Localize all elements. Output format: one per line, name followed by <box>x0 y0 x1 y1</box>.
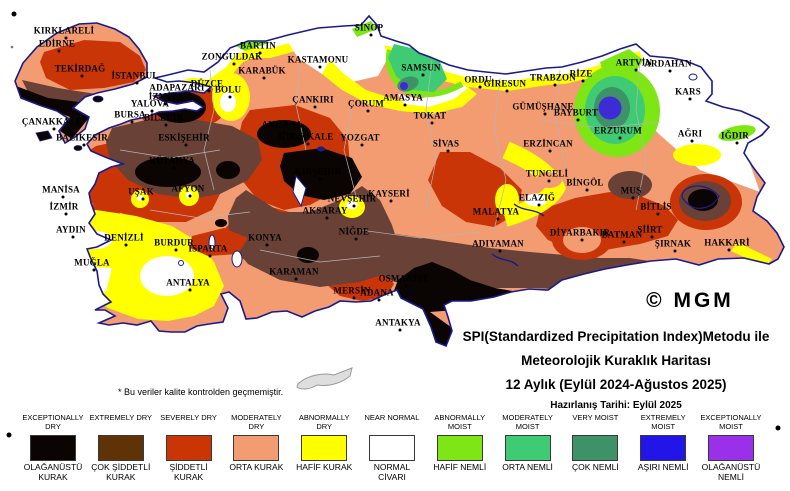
stray-dot <box>775 425 781 431</box>
legend-label-tr: AŞIRI NEMLİ <box>637 462 689 472</box>
cyprus-island <box>296 367 353 390</box>
legend-item: ABNORMALLY MOIST HAFİF NEMLİ <box>427 413 493 491</box>
legend-label-en: EXCEPTIONALLY MOIST <box>700 413 762 432</box>
legend-swatch <box>436 435 483 461</box>
legend-label-tr: ORTA NEMLİ <box>502 462 553 472</box>
legend-label-tr: HAFİF KURAK <box>296 462 353 472</box>
legend-label-en: MODERATELY MOIST <box>502 413 553 432</box>
copyright-mgm: © MGM <box>646 289 734 312</box>
legend-swatch <box>165 435 212 461</box>
legend-label-en: SEVERELY DRY <box>160 413 217 422</box>
map-prepared-date: Hazırlanış Tarihi: Eylül 2025 <box>550 400 682 411</box>
legend-label-en: ABNORMALLY MOIST <box>434 413 486 432</box>
legend-label-tr: OLAĞANÜSTÜ KURAK <box>23 462 83 482</box>
legend-label-tr: HAFİF NEMLİ <box>433 462 487 472</box>
legend-swatch <box>572 435 619 461</box>
legend-item: ABNORMALLY DRY HAFİF KURAK <box>291 413 357 491</box>
drought-legend: EXCEPTIONALLY DRY OLAĞANÜSTÜ KURAK EXTREME… <box>0 411 790 491</box>
legend-label-en: EXTREMELY DRY <box>89 413 153 422</box>
legend-label-tr: ORTA KURAK <box>229 462 284 472</box>
legend-label-en: EXCEPTIONALLY DRY <box>22 413 84 432</box>
legend-item: MODERATELY DRY ORTA KURAK <box>223 413 289 491</box>
legend-label-en: NEAR NORMAL <box>364 413 420 422</box>
legend-label-en: ABNORMALLY DRY <box>298 413 350 432</box>
legend-item: EXTREMELY MOIST AŞIRI NEMLİ <box>630 413 696 491</box>
legend-swatch <box>301 435 348 461</box>
legend-item: EXTREMELY DRY ÇOK ŞİDDETLİ KURAK <box>88 413 154 491</box>
legend-label-tr: ÇOK ŞİDDETLİ KURAK <box>91 462 151 482</box>
legend-label-tr: ÇOK NEMLİ <box>571 462 619 472</box>
legend-label-tr: ŞİDDETLİ KURAK <box>169 462 208 482</box>
legend-label-en: EXTREMELY MOIST <box>640 413 686 432</box>
legend-label-tr: OLAĞANÜSTÜ NEMLİ <box>701 462 761 482</box>
legend-item: NEAR NORMAL NORMAL CİVARI <box>359 413 425 491</box>
quality-footnote: * Bu veriler kalite kontrolden geçmemişt… <box>118 387 284 397</box>
stray-dot <box>6 432 12 438</box>
islands <box>35 95 104 151</box>
legend-swatch <box>30 435 76 461</box>
legend-item: EXCEPTIONALLY MOIST OLAĞANÜSTÜ NEMLİ <box>698 413 764 491</box>
legend-swatch <box>233 435 280 461</box>
map-title-period: 12 Aylık (Eylül 2024-Ağustos 2025) <box>505 377 727 392</box>
legend-label-en: MODERATELY DRY <box>231 413 282 432</box>
map-title-name: Meteorolojik Kuraklık Haritası <box>521 353 711 368</box>
legend-item: EXCEPTIONALLY DRY OLAĞANÜSTÜ KURAK <box>20 413 86 491</box>
legend-swatch <box>707 435 754 461</box>
map-title-method: SPI(Standardized Precipitation Index)Met… <box>462 329 770 344</box>
mainland-fills <box>87 16 784 346</box>
legend-item: VERY MOIST ÇOK NEMLİ <box>562 413 628 491</box>
turkey-drought-map <box>10 11 785 390</box>
legend-item: MODERATELY MOIST ORTA NEMLİ <box>495 413 561 491</box>
legend-swatch <box>640 435 687 461</box>
legend-swatch <box>368 435 415 461</box>
legend-swatch <box>504 435 551 461</box>
legend-swatch <box>97 435 144 461</box>
legend-label-tr: NORMAL CİVARI <box>373 462 411 482</box>
legend-label-en: VERY MOIST <box>572 413 619 422</box>
legend-item: SEVERELY DRY ŞİDDETLİ KURAK <box>156 413 222 491</box>
lakes <box>178 73 720 268</box>
